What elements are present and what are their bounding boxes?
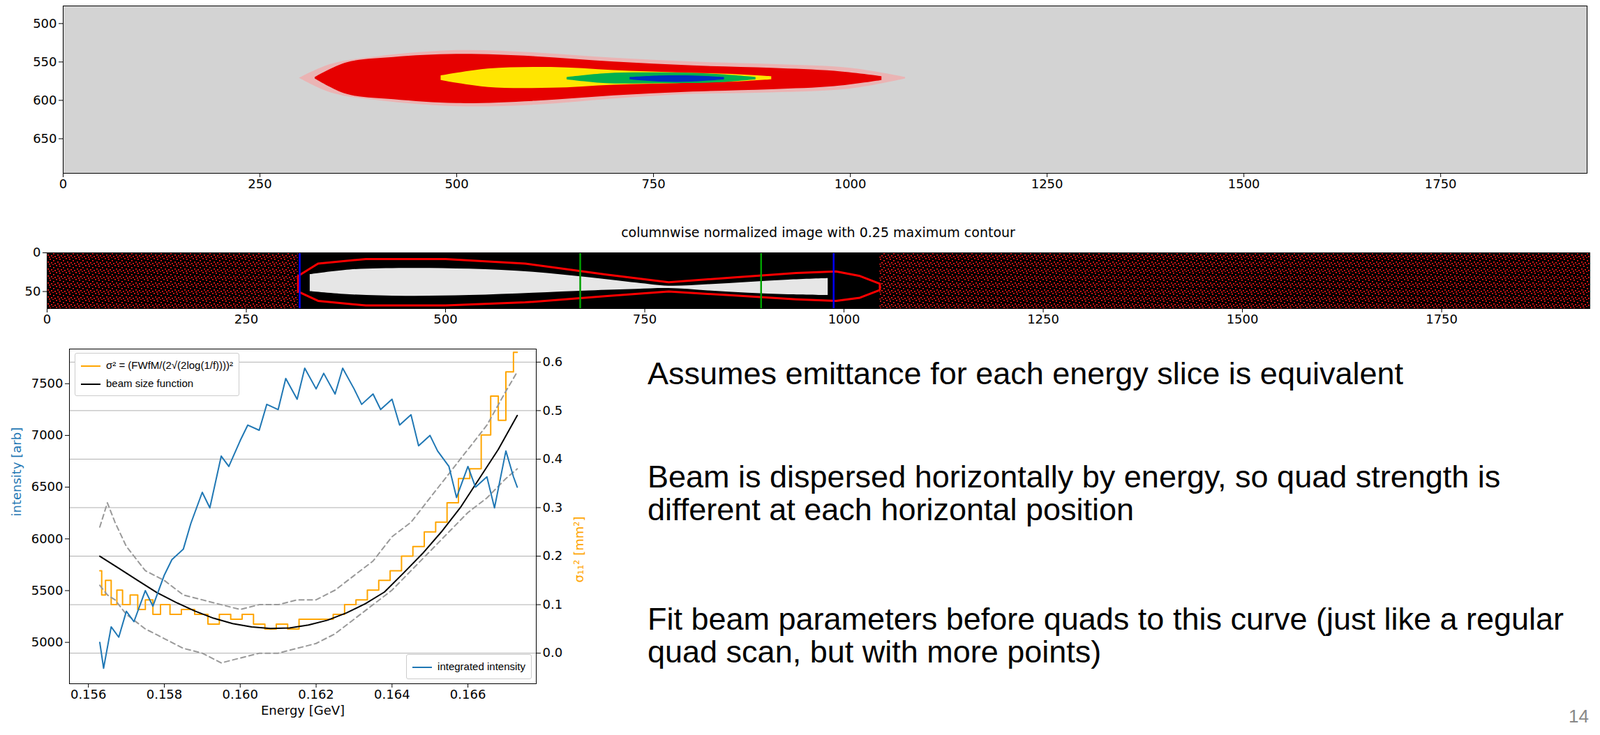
- svg-text:1250: 1250: [1031, 176, 1064, 192]
- html-text:σ² = (FWfM/(2√(2log(1/f))))²: σ² = (FWfM/(2√(2log(1/f))))²: [106, 359, 234, 372]
- svg-text:250: 250: [234, 311, 259, 327]
- svg-text:500: 500: [444, 176, 469, 192]
- svg-text:50: 50: [25, 283, 42, 299]
- svg-text:0.3: 0.3: [542, 500, 564, 515]
- svg-text:0.0: 0.0: [542, 645, 564, 661]
- svg-text:0.160: 0.160: [221, 687, 259, 702]
- svg-text:1750: 1750: [1425, 311, 1458, 327]
- svg-text:7500: 7500: [31, 376, 64, 391]
- svg-text:500: 500: [32, 16, 57, 31]
- svg-text:0.158: 0.158: [146, 687, 183, 702]
- html-text:integrated intensity: integrated intensity: [437, 660, 526, 673]
- html-text:beam size function: beam size function: [106, 377, 194, 390]
- svg-text:1750: 1750: [1424, 176, 1457, 192]
- svg-text:0: 0: [59, 176, 67, 192]
- svg-text:0: 0: [43, 311, 51, 327]
- html-text:Fit beam parameters before qua: Fit beam parameters before quads to this…: [647, 601, 1564, 671]
- html-text:Assumes emittance for each ene: Assumes emittance for each energy slice …: [647, 355, 1404, 392]
- svg-text:650: 650: [32, 131, 57, 146]
- svg-text:0.164: 0.164: [374, 687, 411, 702]
- svg-text:intensity [arb]: intensity [arb]: [9, 427, 24, 518]
- svg-text:0.6: 0.6: [542, 354, 564, 370]
- svg-text:σ₁₁² [mm²]: σ₁₁² [mm²]: [571, 517, 587, 584]
- svg-text:5500: 5500: [31, 583, 64, 598]
- svg-text:0.1: 0.1: [542, 597, 564, 612]
- svg-text:7000: 7000: [31, 427, 64, 443]
- svg-text:0.2: 0.2: [542, 548, 564, 564]
- html-text:Beam is dispersed horizontally: Beam is dispersed horizontally by energy…: [647, 459, 1501, 528]
- svg-text:6500: 6500: [31, 479, 64, 495]
- svg-text:250: 250: [247, 176, 272, 192]
- svg-text:1500: 1500: [1226, 311, 1259, 327]
- svg-text:600: 600: [32, 92, 57, 108]
- svg-text:5000: 5000: [31, 634, 64, 650]
- svg-text:6000: 6000: [31, 531, 64, 547]
- svg-text:550: 550: [32, 54, 57, 70]
- svg-text:1250: 1250: [1027, 311, 1060, 327]
- svg-text:0.5: 0.5: [542, 403, 564, 418]
- svg-text:0.156: 0.156: [70, 687, 107, 702]
- svg-text:1500: 1500: [1228, 176, 1261, 192]
- svg-text:500: 500: [433, 311, 458, 327]
- svg-text:0.166: 0.166: [450, 687, 487, 702]
- svg-text:0.4: 0.4: [542, 451, 564, 467]
- html-text:14: 14: [1568, 706, 1589, 728]
- html-text:columnwise normalized image wi: columnwise normalized image with 0.25 ma…: [621, 224, 1016, 241]
- svg-text:1000: 1000: [828, 311, 861, 327]
- svg-text:Energy [GeV]: Energy [GeV]: [260, 703, 345, 719]
- svg-text:750: 750: [632, 311, 657, 327]
- svg-text:1000: 1000: [834, 176, 867, 192]
- svg-text:0.162: 0.162: [297, 687, 335, 702]
- svg-text:0: 0: [32, 244, 41, 260]
- svg-text:750: 750: [641, 176, 665, 192]
